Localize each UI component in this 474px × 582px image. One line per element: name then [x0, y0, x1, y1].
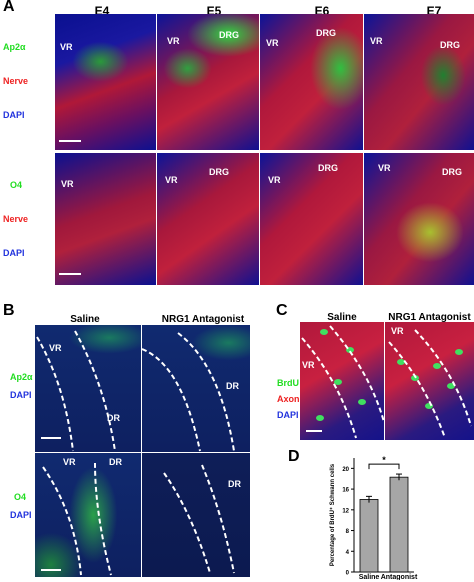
c-antagonist-vr: VR — [391, 326, 404, 336]
c-tile-antagonist: VR — [385, 322, 474, 440]
scale-bar — [306, 430, 322, 432]
y-tick-label: 16 — [342, 488, 349, 494]
a-nerve-label-bottom: Nerve — [3, 214, 29, 224]
a-e6-o4-vr: VR — [268, 175, 281, 185]
a-tile-e7-o4: VR DRG — [364, 153, 474, 285]
c-tile-saline: VR — [300, 322, 384, 440]
scale-bar — [59, 140, 81, 142]
y-tick-label: 20 — [342, 467, 349, 473]
a-dapi-label-top: DAPI — [3, 110, 25, 120]
x-tick-label: Saline — [359, 574, 380, 580]
scale-bar — [41, 569, 61, 571]
b-tile-saline-o4: VR DR — [35, 453, 141, 577]
b-saline-vr: VR — [49, 343, 62, 353]
b-saline-dr: DR — [107, 413, 120, 423]
c-dapi-label: DAPI — [277, 410, 299, 420]
bar-antagonist — [389, 476, 409, 573]
a-o4-label: O4 — [10, 180, 23, 190]
b-antagonist-dr: DR — [226, 381, 239, 391]
b-dapi-label-bottom: DAPI — [10, 510, 32, 520]
a-tile-e7-ap2: VR DRG — [364, 14, 474, 150]
b-saline-o4-vr: VR — [63, 457, 76, 467]
y-tick-label: 8 — [346, 529, 350, 535]
c-axon-label: Axon — [277, 394, 300, 404]
b-tile-antagonist-o4: DR — [142, 453, 250, 577]
a-e7-vr: VR — [370, 36, 383, 46]
a-e7-o4-drg: DRG — [442, 167, 462, 177]
c-cells — [301, 325, 384, 439]
scale-bar — [41, 437, 61, 439]
b-col-saline: Saline — [70, 314, 100, 325]
panel-letter-a: A — [3, 0, 15, 15]
a-tile-e6-ap2: VR DRG — [260, 14, 363, 150]
a-e4-vr: VR — [60, 42, 73, 52]
a-tile-e4-o4: VR — [55, 153, 156, 285]
a-e5-drg: DRG — [219, 30, 239, 40]
c-brdu-label: BrdU — [277, 378, 299, 388]
y-axis-label: Percentage of BrdU⁺ Schwann cells — [329, 463, 336, 566]
a-tile-e6-o4: VR DRG — [260, 153, 363, 285]
b-boundary-lines — [36, 330, 116, 452]
x-tick-label: Antagonist — [381, 574, 418, 580]
significance-bracket — [368, 463, 400, 470]
b-boundary-lines-2 — [142, 332, 235, 452]
a-e7-drg: DRG — [440, 40, 460, 50]
panel-letter-b: B — [3, 302, 15, 319]
b-antagonist-o4-dr: DR — [228, 479, 241, 489]
bar-saline — [359, 499, 379, 573]
c-col-saline: Saline — [327, 312, 357, 323]
b-col-antagonist: NRG1 Antagonist — [161, 314, 245, 325]
b-tile-antagonist-ap2: DR — [142, 325, 250, 452]
c-col-antagonist: NRG1 Antagonist — [388, 312, 471, 323]
a-tile-e5-o4: VR DRG — [157, 153, 259, 285]
a-tile-e5-ap2: VR DRG — [157, 14, 259, 150]
b-ap2-label: Ap2α — [10, 372, 33, 382]
a-e4-o4-vr: VR — [61, 179, 74, 189]
y-tick-label: 0 — [346, 571, 350, 577]
a-e5-vr: VR — [167, 36, 180, 46]
panel-letter-c: C — [276, 302, 288, 319]
b-boundary-lines-4 — [163, 464, 235, 574]
b-dapi-label-top: DAPI — [10, 390, 32, 400]
b-saline-o4-dr: DR — [109, 457, 122, 467]
b-o4-label: O4 — [14, 492, 27, 502]
a-e5-o4-drg: DRG — [209, 167, 229, 177]
a-e7-o4-vr: VR — [378, 163, 391, 173]
y-tick-label: 12 — [342, 508, 349, 514]
a-tile-e4-ap2: VR — [55, 14, 156, 150]
a-e6-vr: VR — [266, 38, 279, 48]
y-tick-label: 4 — [346, 550, 350, 556]
bar-chart: 0 4 8 12 16 20 Percentage of BrdU⁺ Schwann cel… — [329, 455, 418, 580]
scale-bar — [59, 273, 81, 275]
c-saline-vr: VR — [302, 360, 315, 370]
b-boundary-lines-3 — [42, 462, 112, 576]
a-e6-drg: DRG — [316, 28, 336, 38]
panel-letter-d: D — [288, 448, 300, 465]
a-nerve-label-top: Nerve — [3, 76, 29, 86]
a-dapi-label-bottom: DAPI — [3, 248, 25, 258]
c-cells-2 — [388, 329, 472, 439]
b-tile-saline-ap2: VR DR — [35, 325, 141, 452]
significance-marker: * — [382, 455, 386, 465]
a-ap2-label: Ap2α — [3, 42, 26, 52]
a-e6-o4-drg: DRG — [318, 163, 338, 173]
a-e5-o4-vr: VR — [165, 175, 178, 185]
